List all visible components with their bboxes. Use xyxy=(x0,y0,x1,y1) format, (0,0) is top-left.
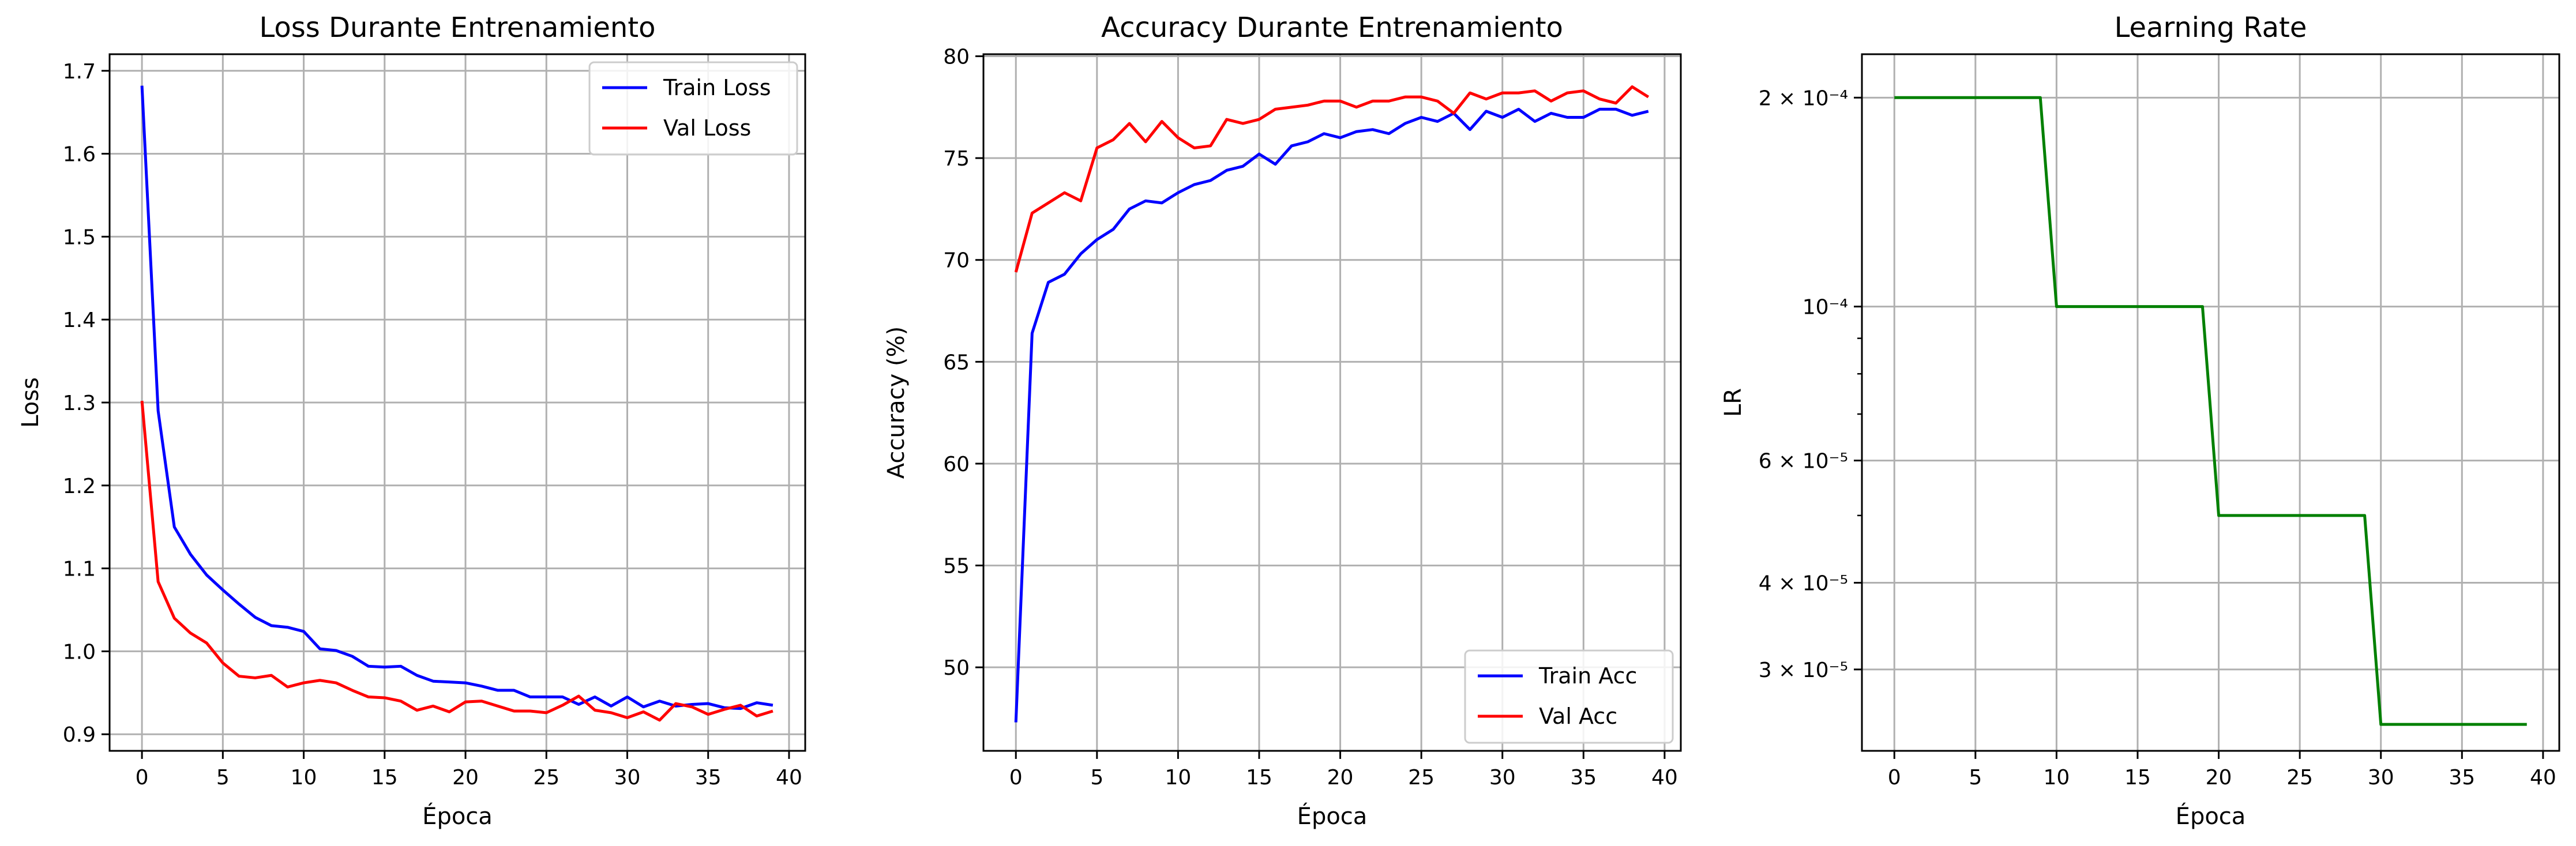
series-line-1 xyxy=(1894,96,2527,726)
y-axis-label: LR xyxy=(1720,388,1747,417)
tick-label-y: 50 xyxy=(943,656,970,680)
tick-label-y: 3 × 10⁻⁵ xyxy=(1759,659,1848,682)
tick-label-x: 40 xyxy=(1651,766,1678,789)
legend: Train Acc Val Acc xyxy=(1464,649,1674,744)
tick-label-x: 35 xyxy=(695,766,722,789)
tick-label-x: 35 xyxy=(2449,766,2475,789)
tick-label-y: 0.9 xyxy=(63,723,96,747)
chart-title: Accuracy Durante Entrenamiento xyxy=(1101,12,1563,44)
tick-label-x: 20 xyxy=(452,766,479,789)
chart-title: Loss Durante Entrenamiento xyxy=(260,12,656,44)
tick-label-x: 10 xyxy=(291,766,317,789)
axes-frame xyxy=(982,53,1682,752)
legend-label-2: Val Acc xyxy=(1539,704,1617,729)
chart-1: 0 5 10 15 20 25 30 35 40 0.9 1.0 1.1 1.2 1.3 1.4 1.5 1.6… xyxy=(17,12,806,830)
legend-box xyxy=(588,61,798,156)
tick-label-x: 25 xyxy=(533,766,559,789)
tick-label-y: 2 × 10⁻⁴ xyxy=(1759,87,1848,110)
series-line-1 xyxy=(140,85,773,710)
tick-label-x: 30 xyxy=(1489,766,1516,789)
tick-label-x: 5 xyxy=(1090,766,1103,789)
tick-label-x: 15 xyxy=(371,766,398,789)
tick-label-x: 10 xyxy=(2043,766,2070,789)
tick-label-y: 1.0 xyxy=(63,640,96,664)
tick-label-x: 0 xyxy=(136,766,149,789)
legend-label-1: Train Loss xyxy=(663,75,771,100)
tick-label-x: 5 xyxy=(1969,766,1982,789)
tick-label-y: 75 xyxy=(943,147,970,171)
legend-label-1: Train Acc xyxy=(1538,663,1637,689)
tick-label-y: 60 xyxy=(943,453,970,476)
series-line-2 xyxy=(1014,85,1650,273)
y-axis-label: Accuracy (%) xyxy=(883,326,910,479)
tick-label-x: 25 xyxy=(2286,766,2313,789)
tick-label-x: 5 xyxy=(216,766,230,789)
tick-label-y: 1.4 xyxy=(63,309,96,332)
chart-2: 0 5 10 15 20 25 30 35 40 50 55 60 65 70 75 80 Accuracy D… xyxy=(883,12,1682,830)
tick-label-y: 1.2 xyxy=(63,475,96,498)
tick-label-y: 6 × 10⁻⁵ xyxy=(1759,450,1848,473)
tick-label-x: 40 xyxy=(2530,766,2556,789)
tick-label-y: 10⁻⁴ xyxy=(1803,296,1848,319)
x-axis-label: Época xyxy=(1297,802,1368,830)
tick-label-y: 65 xyxy=(943,351,970,374)
tick-label-x: 20 xyxy=(1327,766,1354,789)
tick-label-x: 20 xyxy=(2206,766,2232,789)
tick-label-x: 0 xyxy=(1009,766,1023,789)
tick-label-x: 15 xyxy=(1246,766,1272,789)
legend-label-2: Val Loss xyxy=(663,115,751,141)
axes-frame xyxy=(108,53,806,752)
x-axis-label: Época xyxy=(2176,802,2246,830)
tick-label-y: 1.1 xyxy=(63,558,96,581)
tick-label-y: 1.6 xyxy=(63,143,96,167)
series-line-2 xyxy=(140,400,773,722)
tick-label-x: 0 xyxy=(1888,766,1901,789)
tick-label-x: 15 xyxy=(2124,766,2151,789)
axes-frame xyxy=(1861,53,2560,752)
tick-label-x: 40 xyxy=(776,766,802,789)
chart-title: Learning Rate xyxy=(2115,12,2307,44)
tick-label-x: 30 xyxy=(614,766,641,789)
legend-box xyxy=(1464,649,1674,744)
tick-label-y: 80 xyxy=(943,46,970,69)
chart-3: 0 5 10 15 20 25 30 35 40 2 × 10⁻⁴ 10⁻⁴ 6 × 10⁻⁵ 4 × … xyxy=(1720,12,2560,830)
tick-label-y: 70 xyxy=(943,249,970,273)
series-line-1 xyxy=(1014,107,1649,723)
x-axis-label: Época xyxy=(422,802,493,830)
plot-area xyxy=(983,54,1681,751)
tick-label-x: 35 xyxy=(1570,766,1597,789)
legend: Train Loss Val Loss xyxy=(588,61,798,156)
tick-label-y: 55 xyxy=(943,555,970,578)
tick-label-y: 1.7 xyxy=(63,60,96,84)
tick-label-x: 30 xyxy=(2368,766,2394,789)
tick-label-y: 4 × 10⁻⁵ xyxy=(1759,571,1848,595)
tick-label-y: 1.5 xyxy=(63,225,96,249)
tick-label-y: 1.3 xyxy=(63,392,96,415)
tick-label-x: 10 xyxy=(1165,766,1191,789)
tick-label-x: 25 xyxy=(1408,766,1435,789)
y-axis-label: Loss xyxy=(17,377,44,428)
